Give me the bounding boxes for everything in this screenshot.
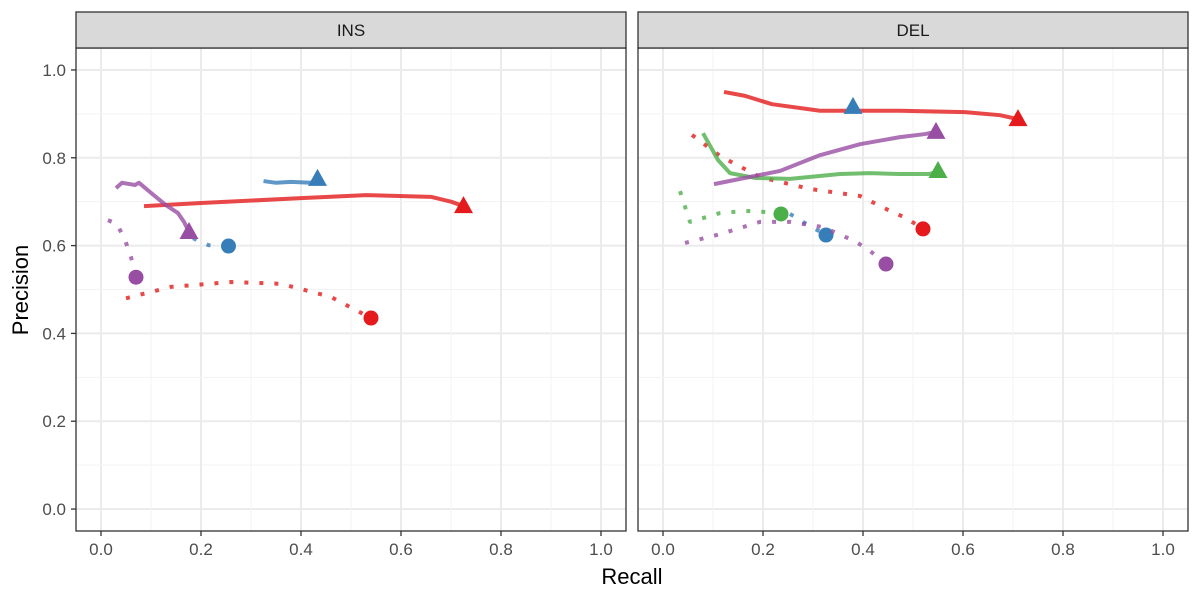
facet-strip-label: INS [337,21,365,40]
y-tick-label: 0.0 [42,500,66,519]
circle-marker-blue [818,227,834,243]
x-tick-label: 0.2 [189,540,213,559]
series-line-red-solid [143,193,465,209]
circle-marker-purple [128,269,144,285]
triangle-marker-red [1008,109,1028,127]
series-line-purple-solid [114,180,191,233]
circle-marker-red [915,221,931,237]
y-tick-label: 1.0 [42,61,66,80]
x-tick-label: 0.4 [289,540,313,559]
x-axis-label: Recall [601,564,662,589]
x-tick-label: 0.4 [851,540,875,559]
x-tick-label: 1.0 [1151,540,1175,559]
triangle-marker-blue [843,96,863,114]
x-tick-label: 0.8 [489,540,513,559]
triangle-marker-blue [308,168,327,186]
y-tick-label: 0.6 [42,237,66,256]
x-tick-label: 0.0 [651,540,675,559]
x-tick-label: 0.0 [89,540,113,559]
triangle-marker-red [454,196,473,214]
y-tick-label: 0.2 [42,412,66,431]
x-tick-label: 0.2 [751,540,775,559]
y-tick-label: 0.8 [42,149,66,168]
circle-marker-red [363,310,379,326]
series-line-green-dotted [678,190,782,224]
facet-strip-label: DEL [896,21,929,40]
circle-marker-purple [878,256,894,272]
x-tick-label: 0.8 [1051,540,1075,559]
series-line-purple-solid [713,129,937,187]
triangle-marker-purple [179,221,199,239]
x-tick-label: 0.6 [389,540,413,559]
series-line-red-dotted [125,280,372,320]
y-axis-label: Precision [8,245,33,335]
y-tick-label: 0.4 [42,324,66,343]
triangle-marker-purple [926,121,946,139]
facet-strip [637,11,1189,49]
triangle-marker-green [928,160,948,178]
circle-marker-green [773,206,789,222]
series-line-green-solid [701,132,939,181]
panel-del: DEL 0.0 0.2 0.4 0.6 0.8 1.0 [637,11,1189,559]
panel-ins: INS 0.0 0.2 0.4 0.6 0.8 1.0 0.0 0.2 0.4 0.6 0.8 1.0 [42,11,627,559]
circle-marker-blue [221,238,236,254]
facet-strip [75,11,627,49]
x-tick-label: 0.6 [951,540,975,559]
x-tick-label: 1.0 [589,540,613,559]
